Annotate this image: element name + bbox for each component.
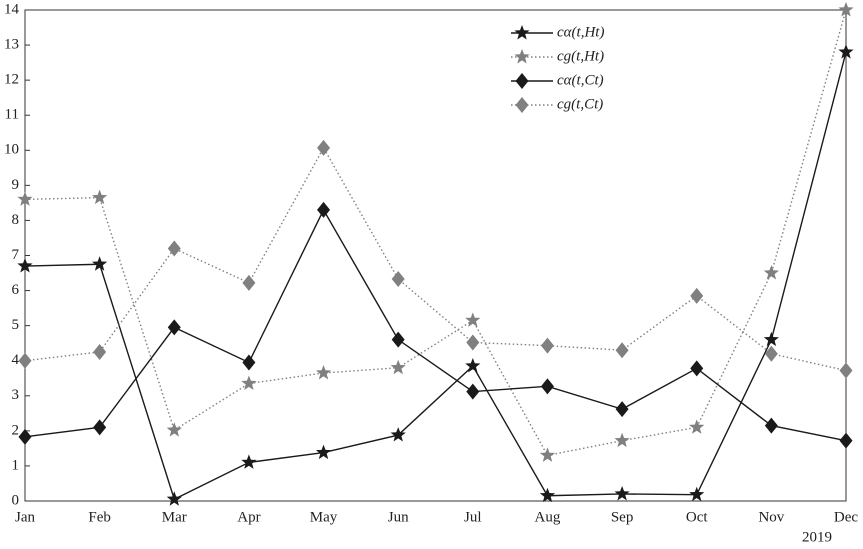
diamond-marker <box>690 360 704 377</box>
x-tick-label: Oct <box>686 509 708 525</box>
star-marker <box>838 2 854 17</box>
diamond-marker <box>242 354 256 371</box>
diamond-marker <box>167 240 181 257</box>
y-tick-label: 8 <box>12 212 20 228</box>
star-marker <box>315 444 332 460</box>
x-tick-label: May <box>310 509 338 525</box>
plot-frame <box>24 9 847 502</box>
diamond-marker <box>317 139 331 156</box>
x-tick-label: Mar <box>162 509 187 525</box>
y-tick-label: 14 <box>4 1 20 17</box>
star-marker <box>390 359 406 375</box>
x-tick-label: Jan <box>15 509 35 525</box>
x-tick-label: Jun <box>388 509 409 525</box>
star-marker <box>166 422 182 437</box>
star-marker <box>689 486 705 502</box>
annotation: 2019 <box>802 529 832 545</box>
series-line <box>24 9 847 457</box>
y-tick-label: 2 <box>12 422 20 438</box>
diamond-marker <box>839 432 853 449</box>
star-marker <box>614 432 630 448</box>
diamond-marker <box>615 342 629 359</box>
diamond-marker <box>515 73 529 89</box>
star-marker <box>838 44 854 59</box>
diamond-marker <box>615 401 629 418</box>
y-tick-label: 5 <box>12 317 20 333</box>
star-marker <box>315 365 332 380</box>
star-marker <box>465 312 481 327</box>
legend-label: cg(t,Ct) <box>557 96 603 112</box>
diamond-marker <box>540 337 554 354</box>
star-marker <box>689 419 705 434</box>
y-tick-label: 6 <box>12 282 20 298</box>
diamond-marker <box>391 270 405 287</box>
diamond-marker <box>540 378 554 395</box>
star-marker <box>465 358 481 373</box>
star-marker <box>166 491 182 506</box>
star-marker <box>92 189 108 205</box>
star-marker <box>514 25 530 40</box>
star-marker <box>17 191 33 206</box>
y-tick-label: 0 <box>12 492 20 508</box>
diamond-marker <box>839 362 853 379</box>
diamond-marker <box>466 383 480 400</box>
diamond-marker <box>18 428 32 445</box>
series-line <box>24 51 847 501</box>
star-marker <box>614 486 630 501</box>
diamond-marker <box>466 334 480 351</box>
series-line <box>24 208 847 442</box>
legend-label: cα(t,Ct) <box>557 72 604 88</box>
y-tick-label: 7 <box>12 247 20 263</box>
legend-label: cα(t,Ht) <box>557 24 604 40</box>
star-marker <box>92 256 108 271</box>
diamond-marker <box>18 352 32 369</box>
diamond-marker <box>93 343 107 360</box>
y-tick-label: 10 <box>4 142 19 158</box>
diamond-marker <box>93 419 107 436</box>
x-tick-label: Aug <box>535 509 561 525</box>
y-tick-label: 11 <box>5 107 19 123</box>
x-tick-label: Nov <box>758 509 784 525</box>
x-tick-label: Apr <box>237 509 260 525</box>
diamond-marker <box>167 319 181 336</box>
y-tick-label: 12 <box>4 72 19 88</box>
star-marker <box>763 265 779 280</box>
diamond-marker <box>515 97 529 113</box>
series-line <box>24 146 847 372</box>
y-tick-label: 13 <box>4 37 19 53</box>
x-tick-label: Jul <box>464 509 482 525</box>
star-marker <box>390 427 406 442</box>
y-tick-label: 1 <box>12 457 20 473</box>
diamond-marker <box>317 201 331 218</box>
x-tick-label: Sep <box>611 509 634 525</box>
diamond-marker <box>242 274 256 291</box>
star-marker <box>17 258 33 273</box>
y-tick-label: 3 <box>12 387 20 403</box>
y-tick-label: 4 <box>12 352 20 368</box>
star-marker <box>241 454 257 469</box>
star-marker <box>241 375 257 390</box>
diamond-marker <box>391 331 405 348</box>
diamond-marker <box>764 345 778 362</box>
y-tick-label: 9 <box>12 177 20 193</box>
star-marker <box>539 447 556 462</box>
star-marker <box>763 331 779 347</box>
legend-label: cg(t,Ht) <box>557 48 604 64</box>
star-marker <box>514 49 530 64</box>
x-tick-label: Dec <box>834 509 858 525</box>
star-marker <box>539 487 556 503</box>
x-tick-label: Feb <box>88 509 111 525</box>
diamond-marker <box>690 287 704 304</box>
diamond-marker <box>764 417 778 434</box>
